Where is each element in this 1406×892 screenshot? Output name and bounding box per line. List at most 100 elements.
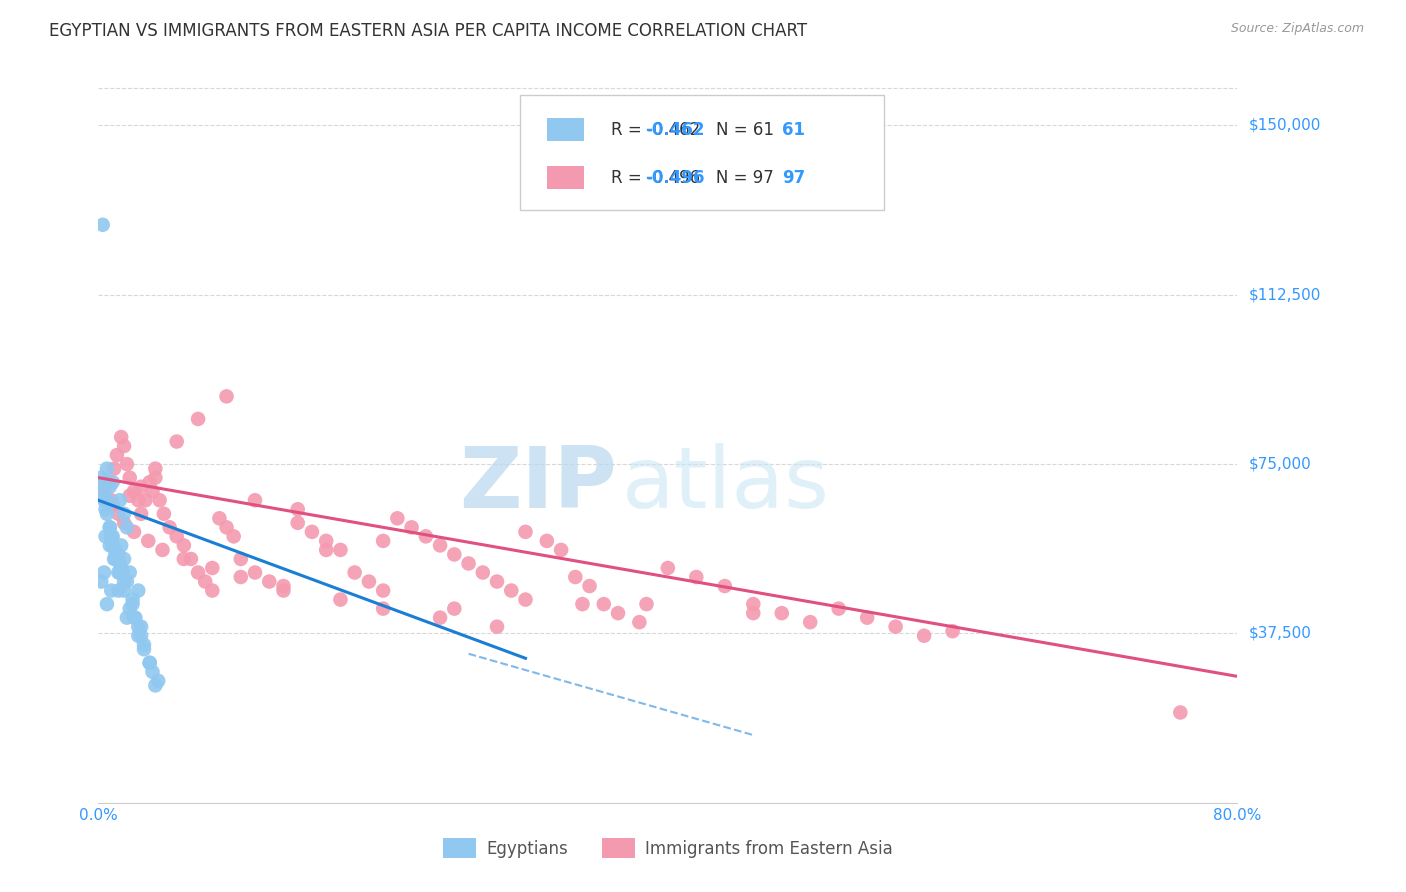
Point <box>187 412 209 426</box>
Point <box>101 538 124 552</box>
Point <box>118 489 141 503</box>
Point <box>98 538 121 552</box>
Point <box>373 583 395 598</box>
Point <box>138 656 160 670</box>
Point <box>94 502 117 516</box>
Point <box>373 601 395 615</box>
Point <box>101 498 124 512</box>
Point <box>229 570 252 584</box>
Point <box>93 484 115 499</box>
Point <box>115 520 138 534</box>
Point <box>201 583 224 598</box>
Point <box>141 484 163 499</box>
Point <box>127 620 149 634</box>
Point <box>429 610 451 624</box>
Point <box>93 475 115 490</box>
Point <box>98 520 121 534</box>
Point <box>259 574 281 589</box>
Point <box>912 629 935 643</box>
Point <box>132 638 155 652</box>
Point <box>166 529 188 543</box>
Point <box>108 493 131 508</box>
Point <box>215 520 238 534</box>
Point <box>112 552 135 566</box>
Point <box>110 430 132 444</box>
Point <box>159 520 181 534</box>
Point <box>628 615 651 630</box>
Point <box>273 583 295 598</box>
Point <box>90 574 112 589</box>
Point <box>100 529 122 543</box>
Point <box>105 448 128 462</box>
Point <box>215 389 238 403</box>
Point <box>98 480 121 494</box>
Point <box>104 548 127 562</box>
Point <box>343 566 366 580</box>
Text: $112,500: $112,500 <box>1249 287 1320 302</box>
Point <box>592 597 614 611</box>
Point <box>856 610 879 624</box>
Text: $150,000: $150,000 <box>1249 118 1320 133</box>
Point <box>607 606 630 620</box>
Point <box>166 434 188 449</box>
Text: -0.462: -0.462 <box>645 120 704 139</box>
Point <box>129 480 152 494</box>
Point <box>134 493 156 508</box>
Point <box>942 624 965 639</box>
Point <box>714 579 737 593</box>
Point <box>138 656 160 670</box>
Point <box>148 673 170 688</box>
Point <box>129 620 152 634</box>
Point <box>415 529 437 543</box>
Point <box>329 542 352 557</box>
Point <box>443 548 465 562</box>
Text: Source: ZipAtlas.com: Source: ZipAtlas.com <box>1230 22 1364 36</box>
Point <box>564 570 586 584</box>
Point <box>115 574 138 589</box>
Point <box>122 610 145 624</box>
Point <box>127 493 149 508</box>
Point <box>112 574 135 589</box>
Point <box>550 542 572 557</box>
Point <box>118 566 141 580</box>
Point <box>357 574 380 589</box>
Text: atlas: atlas <box>623 443 831 526</box>
Point <box>112 583 135 598</box>
Point <box>571 597 593 611</box>
Point <box>111 566 134 580</box>
Point <box>136 533 159 548</box>
Point <box>124 610 146 624</box>
Point <box>636 597 658 611</box>
Point <box>104 552 127 566</box>
Point <box>201 561 224 575</box>
Point <box>97 475 120 490</box>
Point <box>486 620 509 634</box>
Point <box>329 592 352 607</box>
Point <box>145 461 167 475</box>
Point <box>141 665 163 679</box>
Point <box>770 606 793 620</box>
Point <box>101 475 124 490</box>
Point <box>101 529 124 543</box>
Point <box>103 461 125 475</box>
Point <box>486 574 509 589</box>
Point <box>401 520 423 534</box>
Point <box>515 524 537 539</box>
Point <box>273 579 295 593</box>
Point <box>93 566 115 580</box>
Point <box>145 678 167 692</box>
Point <box>107 507 129 521</box>
Point <box>112 439 135 453</box>
Point <box>153 507 176 521</box>
Point <box>98 520 121 534</box>
Point <box>315 533 337 548</box>
Point <box>96 597 118 611</box>
Point <box>91 218 114 232</box>
Point <box>118 601 141 615</box>
Point <box>115 457 138 471</box>
Point <box>536 533 558 548</box>
Point <box>1170 706 1192 720</box>
Point <box>742 606 765 620</box>
Point <box>657 561 679 575</box>
Text: -0.496: -0.496 <box>645 169 704 186</box>
